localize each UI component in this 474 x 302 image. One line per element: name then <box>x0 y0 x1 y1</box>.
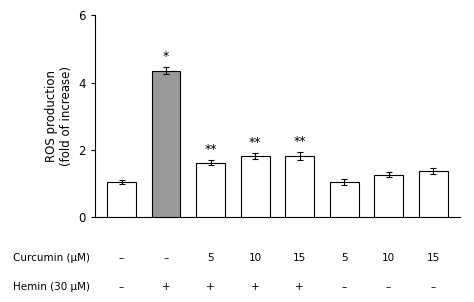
Text: –: – <box>164 253 169 263</box>
Bar <box>241 156 270 217</box>
Text: +: + <box>295 282 304 292</box>
Text: *: * <box>163 50 169 63</box>
Text: –: – <box>386 282 391 292</box>
Text: 5: 5 <box>341 253 347 263</box>
Text: 5: 5 <box>207 253 214 263</box>
Text: –: – <box>341 282 346 292</box>
Text: –: – <box>119 253 124 263</box>
Text: 15: 15 <box>293 253 306 263</box>
Text: +: + <box>251 282 259 292</box>
Text: Curcumin (μM): Curcumin (μM) <box>13 253 90 263</box>
Bar <box>152 71 181 217</box>
Text: +: + <box>206 282 215 292</box>
Bar <box>196 163 225 217</box>
Bar <box>329 182 358 217</box>
Text: +: + <box>162 282 170 292</box>
Text: –: – <box>119 282 124 292</box>
Text: Hemin (30 μM): Hemin (30 μM) <box>13 282 90 292</box>
Text: **: ** <box>249 136 261 149</box>
Text: **: ** <box>204 143 217 156</box>
Text: –: – <box>430 282 436 292</box>
Text: 10: 10 <box>382 253 395 263</box>
Bar <box>285 156 314 217</box>
Bar <box>419 171 447 217</box>
Bar <box>374 175 403 217</box>
Text: **: ** <box>293 135 306 148</box>
Text: 10: 10 <box>248 253 262 263</box>
Bar <box>107 182 136 217</box>
Text: 15: 15 <box>427 253 440 263</box>
Y-axis label: ROS production
(fold of increase): ROS production (fold of increase) <box>45 66 73 166</box>
